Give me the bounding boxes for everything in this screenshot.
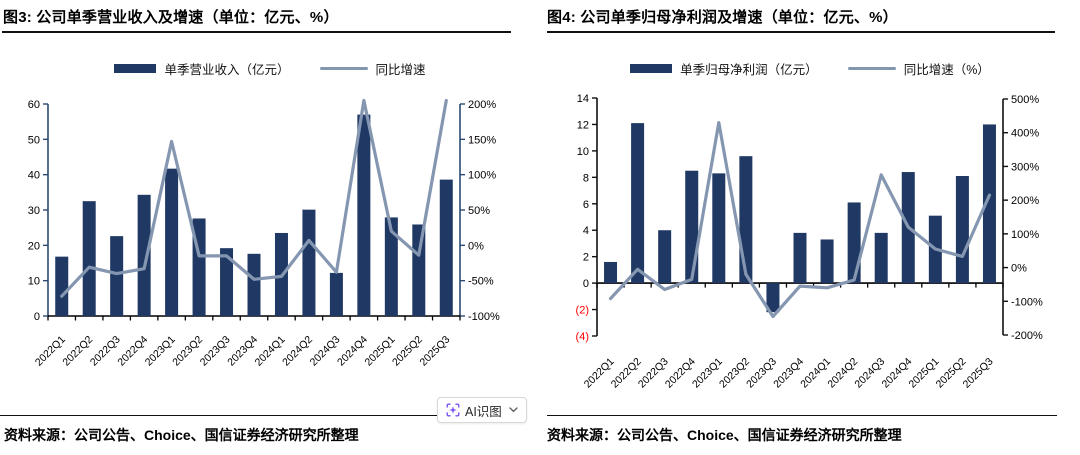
bar xyxy=(82,201,96,316)
category-label: 2025Q3 xyxy=(417,334,452,369)
left-axis-tick-label: 2 xyxy=(583,252,589,264)
line-series-swatch xyxy=(319,66,368,71)
figure3-bottom-rule xyxy=(0,415,511,416)
right-axis-tick-label: 200% xyxy=(468,99,496,111)
right-axis-tick-label: 200% xyxy=(1011,195,1039,207)
growth-line xyxy=(60,98,448,298)
right-axis-tick-label: 0% xyxy=(468,240,484,252)
bar-series-label: 单季营业收入（亿元） xyxy=(164,63,290,77)
figure3-legend: 单季营业收入（亿元） 同比增速 xyxy=(0,59,540,78)
right-axis-tick-label: -200% xyxy=(1011,330,1043,342)
bar-series-label: 单季归母净利润（亿元） xyxy=(680,63,818,77)
bar xyxy=(110,236,124,316)
left-axis-tick-label: 6 xyxy=(583,199,589,211)
figure4-title: 图4: 公司单季归母净利润及增速（单位：亿元、%） xyxy=(547,9,898,26)
right-axis-tick-label: 100% xyxy=(1011,229,1039,241)
bar-series-swatch xyxy=(114,64,157,73)
figure3-title: 图3: 公司单季营业收入及增速（单位：亿元、%） xyxy=(3,9,339,26)
bar xyxy=(982,124,996,284)
line-series-label: 同比增速 xyxy=(375,63,426,77)
figure3-title-rule xyxy=(2,31,511,33)
bar xyxy=(220,248,234,316)
right-axis-tick-label: -50% xyxy=(468,276,494,288)
bar xyxy=(329,272,343,316)
chevron-down-icon[interactable] xyxy=(509,407,518,413)
bar xyxy=(793,232,807,284)
left-axis-tick-label: 20 xyxy=(28,240,40,252)
bar xyxy=(165,168,179,316)
figure3-source-note: 资料来源：公司公告、Choice、国信证券经济研究所整理 xyxy=(4,427,359,443)
sparkle-scan-icon xyxy=(446,403,460,417)
bar xyxy=(685,170,699,284)
quarterly-revenue-chart: 60 50 40 30 20 10 0 200% 150% 100% 50% 0% -50% -100% 2… xyxy=(28,98,500,369)
left-axis-tick-label: 0 xyxy=(583,278,589,290)
figure4-title-rule xyxy=(547,31,1055,33)
left-axis-tick-label: 10 xyxy=(28,276,40,288)
right-axis-tick-label: -100% xyxy=(468,311,500,323)
left-axis-tick-label: 12 xyxy=(577,119,589,131)
bar xyxy=(739,156,753,284)
figure3-panel: 图3: 公司单季营业收入及增速（单位：亿元、%） 单季营业收入（亿元） 同比增速… xyxy=(0,9,540,443)
bar xyxy=(955,176,969,284)
bar xyxy=(631,123,645,284)
right-axis-tick-label: -100% xyxy=(1011,296,1043,308)
figure4-panel: 图4: 公司单季归母净利润及增速（单位：亿元、%） 单季归母净利润（亿元） 同比… xyxy=(540,0,1080,455)
figure4-bottom-rule xyxy=(547,415,1057,416)
bar xyxy=(874,232,888,284)
bar xyxy=(412,224,426,316)
right-axis-tick-label: 400% xyxy=(1011,128,1039,140)
figure4-source-note: 资料来源：公司公告、Choice、国信证券经济研究所整理 xyxy=(547,427,902,443)
right-axis-tick-label: 50% xyxy=(468,205,490,217)
left-axis-tick-label: 14 xyxy=(577,93,589,105)
right-axis-tick-label: 300% xyxy=(1011,161,1039,173)
left-axis-tick-label: 30 xyxy=(28,205,40,217)
bar xyxy=(247,253,261,316)
bar xyxy=(137,194,151,316)
ai-vision-button[interactable]: AI识图 xyxy=(437,397,527,423)
bar xyxy=(384,217,398,316)
figure4-legend: 单季归母净利润（亿元） 同比增速（%） xyxy=(540,59,1080,78)
bar xyxy=(604,261,618,284)
left-axis-tick-label: 4 xyxy=(583,225,589,237)
growth-line xyxy=(608,120,992,319)
bar xyxy=(357,114,371,316)
quarterly-net-profit-chart: 14 12 10 8 6 4 2 0 (2) (4) 500% 400% 300% 200% 100% 0% -… xyxy=(576,93,1043,391)
bar xyxy=(658,230,672,284)
bar xyxy=(820,239,834,284)
bar xyxy=(439,179,453,316)
left-axis-tick-label: 60 xyxy=(28,99,40,111)
right-axis-tick-label: 100% xyxy=(468,170,496,182)
bar-series-swatch xyxy=(630,64,673,73)
left-axis-tick-label: 50 xyxy=(28,134,40,146)
line-series-label: 同比增速（%） xyxy=(903,63,990,77)
right-axis-tick-label: 0% xyxy=(1011,263,1027,275)
right-axis-tick-label: 500% xyxy=(1011,94,1039,106)
bar xyxy=(55,256,69,316)
left-axis-tick-label: (2) xyxy=(576,305,589,317)
left-axis-tick-label: 40 xyxy=(28,170,40,182)
ai-vision-label: AI识图 xyxy=(465,404,502,419)
left-axis-tick-label: 0 xyxy=(34,311,40,323)
bar xyxy=(712,173,726,284)
bar xyxy=(766,283,780,313)
left-axis-tick-label: 10 xyxy=(577,146,589,158)
bar xyxy=(302,209,316,316)
category-label: 2025Q3 xyxy=(961,356,996,391)
left-axis-tick-label: 8 xyxy=(583,172,589,184)
line-series-swatch xyxy=(847,66,896,71)
left-axis-tick-label: (4) xyxy=(576,331,589,343)
right-axis-tick-label: 150% xyxy=(468,134,496,146)
bar xyxy=(847,202,861,284)
